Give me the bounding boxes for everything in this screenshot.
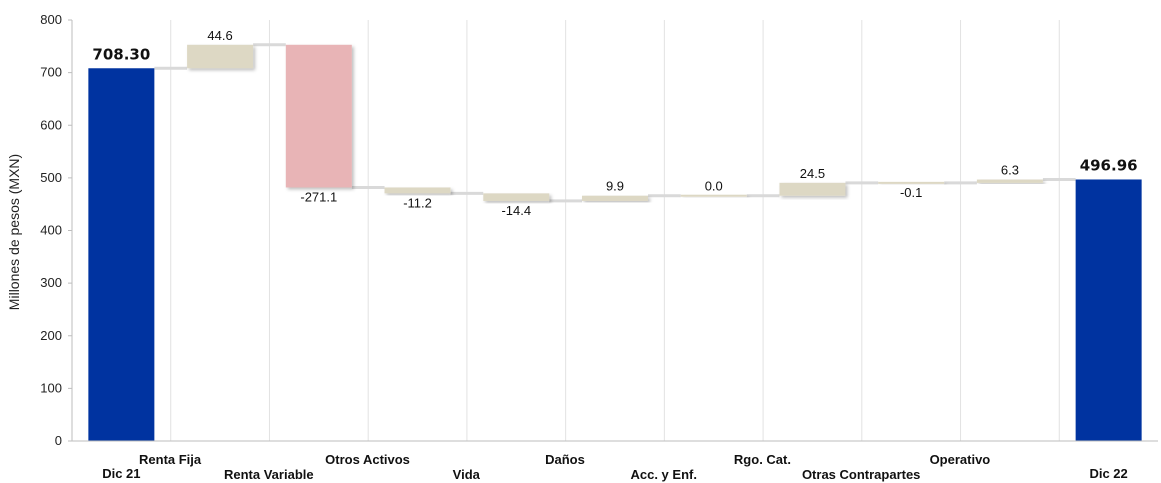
y-tick-label: 800 (40, 12, 62, 27)
grid-layer (170, 20, 1060, 441)
category-label-renta-fija: Renta Fija (139, 452, 202, 467)
y-tick-label: 600 (40, 117, 62, 132)
category-label-dic-21: Dic 21 (102, 466, 140, 481)
y-tick-label: 300 (40, 275, 62, 290)
data-label-otras-contrapartes: -0.1 (900, 185, 922, 200)
category-label-otras-contrapartes: Otras Contrapartes (802, 467, 920, 482)
y-tick-label: 100 (40, 380, 62, 395)
category-label-danos: Daños (545, 452, 585, 467)
data-label-danos: 9.9 (606, 179, 624, 194)
bar-dic-21 (88, 68, 155, 441)
axis-layer: 0 100 200 300 400 500 600 700 800 (40, 12, 1158, 448)
category-label-renta-variable: Renta Variable (224, 467, 314, 482)
category-label-dic-22: Dic 22 (1089, 466, 1127, 481)
category-label-otros-activos: Otros Activos (325, 452, 410, 467)
y-tick-label: 500 (40, 170, 62, 185)
data-label-otros-activos: -11.2 (403, 195, 432, 210)
data-label-dic-21: 708.30 (92, 45, 150, 63)
bar-renta-variable (285, 44, 352, 188)
y-tick-label: 700 (40, 65, 62, 80)
bar-danos (582, 195, 648, 201)
bar-otros-activos (384, 187, 451, 194)
data-label-acc-y-enf: 0.0 (705, 179, 723, 194)
y-axis-title: Millones de pesos (MXN) (6, 154, 22, 310)
data-label-rgo-cat: 24.5 (800, 166, 825, 181)
category-label-vida: Vida (453, 467, 481, 482)
category-label-operativo: Operativo (930, 452, 991, 467)
data-label-dic-22: 496.96 (1080, 156, 1138, 174)
bar-layer (88, 44, 1142, 441)
y-tick-label: 0 (55, 433, 62, 448)
data-label-renta-fija: 44.6 (207, 28, 232, 43)
data-label-vida: -14.4 (501, 203, 531, 218)
bar-dic-22 (1075, 179, 1142, 441)
data-label-renta-variable: -271.1 (300, 189, 337, 204)
category-label-rgo-cat: Rgo. Cat. (734, 452, 791, 467)
y-tick-label: 400 (40, 223, 62, 238)
bar-vida (483, 193, 550, 201)
bar-rgo-cat (779, 182, 846, 196)
bar-otras-contrapartes (878, 181, 945, 184)
connector-layer (154, 43, 1076, 203)
y-tick-label: 200 (40, 328, 62, 343)
bar-renta-fija (187, 44, 254, 69)
bar-acc-y-enf (680, 194, 747, 197)
bar-operativo (976, 179, 1043, 183)
label-layer: 708.30 44.6 -271.1 -11.2 -14.4 9.9 0.0 24.5 -0.1… (92, 28, 1137, 482)
category-label-acc-y-enf: Acc. y Enf. (630, 467, 696, 482)
data-label-operativo: 6.3 (1001, 163, 1019, 178)
